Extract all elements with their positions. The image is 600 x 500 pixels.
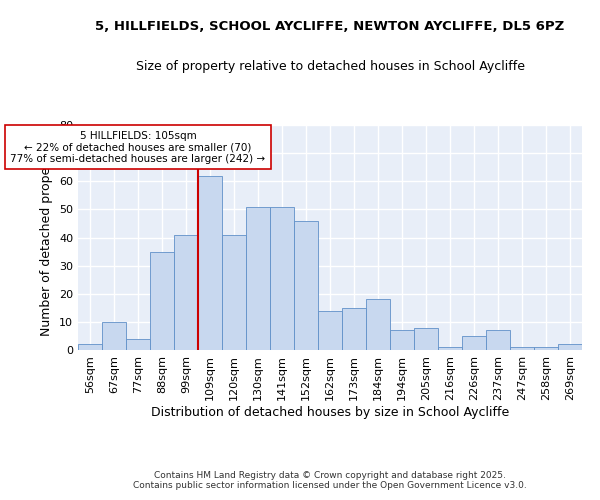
Bar: [198, 176, 222, 350]
Y-axis label: Number of detached properties: Number of detached properties: [40, 139, 53, 336]
Text: Size of property relative to detached houses in School Aycliffe: Size of property relative to detached ho…: [136, 60, 524, 73]
Bar: [126, 339, 150, 350]
Bar: [174, 234, 198, 350]
Bar: [366, 300, 390, 350]
Bar: [294, 220, 318, 350]
Bar: [438, 347, 462, 350]
Bar: [150, 252, 174, 350]
Bar: [486, 330, 510, 350]
Bar: [318, 310, 342, 350]
Bar: [510, 347, 534, 350]
Text: 5, HILLFIELDS, SCHOOL AYCLIFFE, NEWTON AYCLIFFE, DL5 6PZ: 5, HILLFIELDS, SCHOOL AYCLIFFE, NEWTON A…: [95, 20, 565, 33]
Text: 5 HILLFIELDS: 105sqm
← 22% of detached houses are smaller (70)
77% of semi-detac: 5 HILLFIELDS: 105sqm ← 22% of detached h…: [10, 130, 266, 164]
Bar: [246, 206, 270, 350]
Text: Contains HM Land Registry data © Crown copyright and database right 2025.
Contai: Contains HM Land Registry data © Crown c…: [133, 470, 527, 490]
Bar: [270, 206, 294, 350]
Bar: [222, 234, 246, 350]
Bar: [342, 308, 366, 350]
Bar: [462, 336, 486, 350]
Bar: [414, 328, 438, 350]
Bar: [390, 330, 414, 350]
Bar: [558, 344, 582, 350]
X-axis label: Distribution of detached houses by size in School Aycliffe: Distribution of detached houses by size …: [151, 406, 509, 418]
Bar: [78, 344, 102, 350]
Bar: [534, 347, 558, 350]
Bar: [102, 322, 126, 350]
